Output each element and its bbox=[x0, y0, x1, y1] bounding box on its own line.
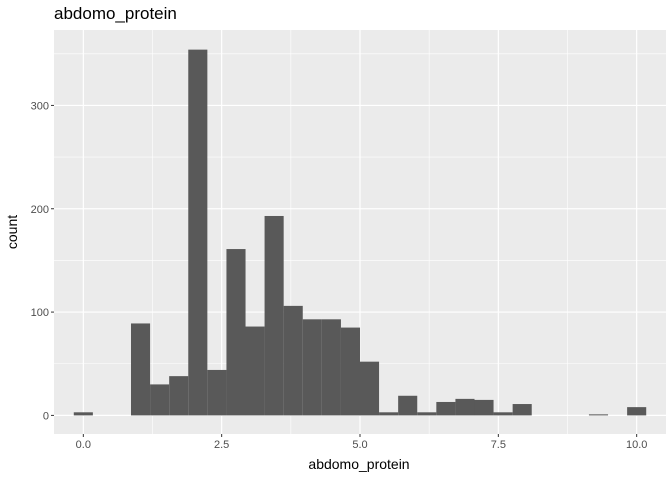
x-tick-label: 10.0 bbox=[626, 439, 647, 451]
chart-title: abdomo_protein bbox=[54, 4, 177, 23]
y-tick-label: 100 bbox=[31, 307, 49, 319]
y-axis-title: count bbox=[4, 215, 20, 249]
histogram-bar bbox=[245, 326, 265, 416]
x-tick-label: 5.0 bbox=[352, 439, 367, 451]
histogram-bar bbox=[512, 404, 532, 416]
histogram-bar bbox=[493, 412, 513, 416]
histogram-bar bbox=[226, 249, 246, 416]
y-tick-label: 0 bbox=[43, 410, 49, 422]
histogram-bar bbox=[302, 319, 322, 416]
histogram-bar bbox=[321, 319, 341, 416]
histogram-bar bbox=[455, 398, 475, 416]
histogram-bars bbox=[73, 49, 647, 416]
x-axis-ticks: 0.0 2.5 5.0 7.5 10.0 bbox=[76, 434, 647, 451]
histogram-bar bbox=[588, 414, 609, 416]
histogram-bar bbox=[150, 384, 170, 416]
histogram-bar bbox=[417, 412, 437, 416]
histogram-bar bbox=[283, 305, 303, 416]
x-tick-label: 7.5 bbox=[491, 439, 506, 451]
histogram-bar bbox=[264, 215, 284, 416]
y-axis-ticks: 0 100 200 300 bbox=[31, 100, 54, 422]
histogram-bar bbox=[130, 323, 151, 416]
x-tick-label: 2.5 bbox=[214, 439, 229, 451]
histogram-bar bbox=[359, 361, 380, 416]
histogram-bar bbox=[207, 369, 227, 416]
histogram-bar bbox=[627, 407, 647, 416]
y-tick-label: 300 bbox=[31, 100, 49, 112]
histogram-bar bbox=[436, 401, 456, 416]
histogram-bar bbox=[340, 327, 361, 416]
histogram-bar bbox=[188, 49, 208, 416]
x-axis-title: abdomo_protein bbox=[308, 456, 409, 472]
histogram-bar bbox=[398, 395, 418, 416]
histogram-bar bbox=[73, 412, 93, 416]
histogram-bar bbox=[379, 412, 399, 416]
x-tick-label: 0.0 bbox=[76, 439, 91, 451]
y-tick-label: 200 bbox=[31, 204, 49, 216]
histogram-bar bbox=[169, 376, 189, 416]
histogram-bar bbox=[474, 399, 494, 416]
